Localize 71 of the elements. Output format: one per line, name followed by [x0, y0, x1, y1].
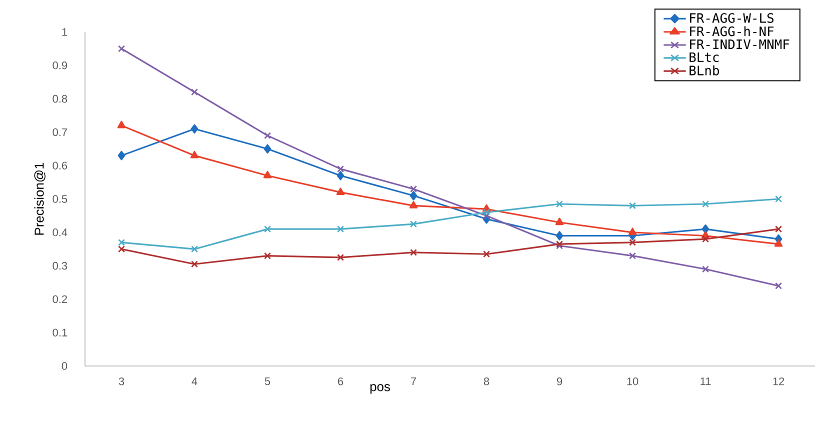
point	[702, 266, 710, 273]
point	[628, 252, 636, 260]
x-tick-label: 12	[773, 378, 784, 386]
point	[410, 248, 418, 256]
x-tick-label: 11	[700, 378, 711, 386]
point	[775, 226, 782, 233]
point	[410, 190, 418, 200]
x-tick-label: 7	[411, 378, 416, 386]
point	[410, 185, 418, 192]
point	[556, 200, 564, 208]
point	[190, 124, 198, 134]
legend-label: BLtc	[690, 52, 719, 62]
point	[410, 220, 418, 228]
x-axis-title: pos	[370, 384, 390, 394]
y-tick-label: 0.4	[52, 228, 68, 236]
legend-label: FR-AGG-h-NF	[690, 26, 774, 36]
point	[264, 252, 272, 260]
point	[190, 260, 198, 268]
legend-label: FR-INDIV-MNMF	[690, 40, 790, 49]
point	[190, 150, 199, 158]
point	[336, 170, 344, 180]
point	[628, 228, 637, 236]
y-tick-label: 0.9	[52, 62, 68, 70]
point	[628, 238, 636, 246]
point	[336, 226, 344, 233]
y-tick-label: 0.6	[52, 162, 68, 170]
y-tick-label: 1	[62, 28, 68, 36]
point	[264, 144, 272, 154]
point	[118, 246, 126, 253]
point	[556, 231, 564, 240]
point	[336, 188, 345, 196]
x-tick-label: 6	[338, 378, 344, 386]
point	[263, 170, 272, 178]
point	[118, 150, 126, 160]
point	[702, 200, 710, 208]
point	[628, 202, 636, 210]
point	[118, 238, 126, 246]
y-tick-label: 0	[62, 362, 68, 370]
x-tick-label: 8	[484, 378, 490, 386]
y-tick-label: 0.2	[52, 295, 67, 304]
point	[118, 45, 126, 52]
point	[336, 254, 344, 261]
y-tick-label: 0.5	[52, 195, 68, 203]
point	[702, 236, 710, 243]
point	[482, 212, 490, 220]
x-tick-label: 9	[556, 378, 562, 386]
point	[264, 132, 272, 140]
point	[190, 246, 198, 253]
point	[190, 88, 198, 96]
point	[264, 226, 272, 233]
point	[702, 224, 710, 234]
point	[775, 195, 782, 203]
point	[336, 165, 344, 172]
point	[774, 239, 783, 247]
y-axis-title: Precision@1	[34, 162, 46, 235]
point	[482, 250, 490, 258]
y-tick-label: 0.7	[52, 128, 67, 136]
point	[555, 218, 564, 226]
point	[482, 208, 490, 216]
x-tick-label: 3	[118, 378, 124, 386]
y-tick-label: 0.8	[52, 94, 68, 103]
x-tick-label: 4	[192, 378, 198, 386]
point	[775, 282, 782, 290]
legend-label: FR-AGG-W-LS	[690, 13, 774, 23]
legend-label: BLnb	[690, 65, 720, 76]
x-tick-label: 5	[264, 378, 270, 386]
point	[117, 120, 126, 128]
x-tick-label: 10	[627, 378, 638, 386]
y-tick-label: 0.3	[52, 262, 68, 270]
point	[409, 200, 418, 208]
y-tick-label: 0.1	[52, 328, 68, 336]
